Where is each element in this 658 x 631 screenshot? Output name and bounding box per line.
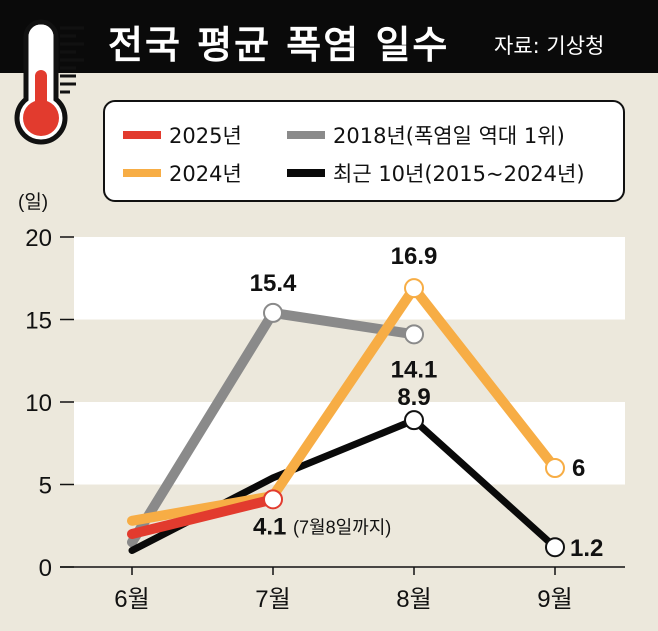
data-point-avg bbox=[545, 537, 565, 558]
data-label-2025: 4.1 bbox=[253, 513, 286, 540]
series-line-2025 bbox=[127, 494, 278, 539]
legend-label: 최근 10년(2015~2024년) bbox=[333, 162, 585, 186]
data-point-avg bbox=[404, 410, 424, 431]
legend-swatch bbox=[123, 131, 161, 139]
y-tick-label: 10 bbox=[25, 390, 52, 417]
data-label-2018: 14.1 bbox=[391, 356, 438, 383]
annotation-label: (7월8일까지) bbox=[293, 517, 391, 537]
data-point-2024 bbox=[404, 278, 424, 299]
x-tick-label: 8월 bbox=[396, 586, 431, 613]
header-bar: 전국 평균 폭염 일수 자료: 기상청 bbox=[0, 0, 658, 73]
legend-swatch bbox=[287, 131, 325, 139]
y-tick-label: 15 bbox=[25, 308, 52, 335]
page-title: 전국 평균 폭염 일수 bbox=[108, 23, 450, 67]
band-15-20 bbox=[74, 237, 625, 320]
legend-label: 2018년(폭염일 역대 1위) bbox=[333, 124, 565, 148]
y-axis-label: (일) bbox=[18, 191, 48, 213]
legend-label: 2024년 bbox=[169, 162, 242, 186]
data-point-2025 bbox=[263, 489, 283, 510]
legend-swatch bbox=[123, 169, 161, 177]
legend-item-2025: 2025년 bbox=[123, 120, 242, 150]
data-label-2018: 15.4 bbox=[250, 270, 297, 297]
data-point-2024 bbox=[545, 458, 565, 478]
data-point-2018 bbox=[404, 324, 424, 345]
data-label-avg: 8.9 bbox=[397, 384, 430, 411]
data-label-2024: 16.9 bbox=[391, 243, 438, 270]
legend-item-avg: 최근 10년(2015~2024년) bbox=[287, 158, 585, 188]
y-tick-label: 5 bbox=[39, 473, 52, 500]
x-tick-label: 6월 bbox=[114, 586, 149, 613]
legend: 2025년 2024년 2018년(폭염일 역대 1위) 최근 10년(2015… bbox=[103, 100, 625, 202]
x-tick-label: 7월 bbox=[255, 586, 290, 613]
y-tick-label: 20 bbox=[25, 225, 52, 252]
source-label: 자료: 기상청 bbox=[494, 34, 605, 58]
legend-item-2018: 2018년(폭염일 역대 1위) bbox=[287, 120, 565, 150]
data-label-avg: 1.2 bbox=[570, 535, 603, 562]
legend-label: 2025년 bbox=[169, 124, 242, 148]
x-tick-label: 9월 bbox=[537, 586, 572, 613]
legend-swatch bbox=[287, 169, 325, 177]
thermometer-icon bbox=[14, 19, 84, 145]
data-label-2024: 6 bbox=[572, 455, 585, 482]
series-line-2024 bbox=[127, 283, 560, 526]
legend-item-2024: 2024년 bbox=[123, 158, 242, 188]
data-point-2018 bbox=[263, 302, 283, 323]
y-tick-label: 0 bbox=[39, 555, 52, 582]
